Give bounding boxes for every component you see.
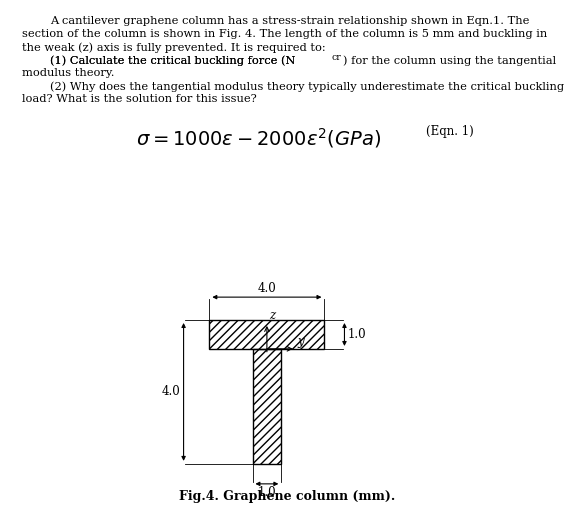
Text: 1.0: 1.0 [347, 328, 366, 341]
Text: (1) Calculate the critical buckling force (N: (1) Calculate the critical buckling forc… [50, 55, 296, 66]
Text: y: y [297, 335, 304, 348]
Text: 4.0: 4.0 [162, 385, 181, 399]
Text: (Eqn. 1): (Eqn. 1) [426, 125, 474, 137]
Text: (1) Calculate the critical buckling force (N: (1) Calculate the critical buckling forc… [50, 55, 296, 66]
Text: ) for the column using the tangential: ) for the column using the tangential [343, 55, 556, 66]
Text: load? What is the solution for this issue?: load? What is the solution for this issu… [22, 94, 257, 104]
Text: the weak (z) axis is fully prevented. It is required to:: the weak (z) axis is fully prevented. It… [22, 42, 325, 52]
Text: $\sigma = 1000\varepsilon - 2000\varepsilon^2(GPa)$: $\sigma = 1000\varepsilon - 2000\varepsi… [136, 127, 381, 150]
Bar [210, 320, 324, 349]
Text: A cantilever graphene column has a stress-strain relationship shown in Eqn.1. Th: A cantilever graphene column has a stres… [50, 16, 529, 26]
Text: 1.0: 1.0 [258, 486, 276, 499]
Text: cr: cr [332, 53, 342, 63]
Text: (2) Why does the tangential modulus theory typically underestimate the critical : (2) Why does the tangential modulus theo… [50, 81, 564, 91]
Bar [253, 349, 281, 464]
Text: 4.0: 4.0 [258, 282, 276, 295]
Text: modulus theory.: modulus theory. [22, 68, 114, 78]
Text: Fig.4. Graphene column (mm).: Fig.4. Graphene column (mm). [179, 489, 395, 503]
Text: z: z [269, 309, 275, 322]
Text: section of the column is shown in Fig. 4. The length of the column is 5 mm and b: section of the column is shown in Fig. 4… [22, 29, 547, 39]
